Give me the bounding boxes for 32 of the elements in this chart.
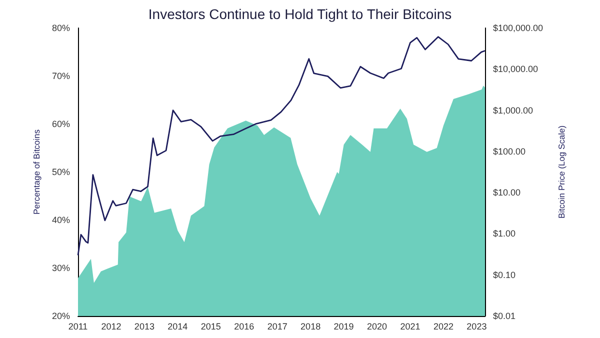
x-tick-label: 2019 <box>334 322 354 332</box>
chart-title: Investors Continue to Hold Tight to Their Bitcoins <box>148 6 452 22</box>
y-tick-label: 40% <box>52 215 70 225</box>
y2-tick-label: $10.00 <box>493 188 521 198</box>
y-tick-label: 50% <box>52 167 70 177</box>
x-tick-label: 2012 <box>101 322 122 332</box>
x-tick-label: 2013 <box>134 322 154 332</box>
y-tick-label: 70% <box>52 71 70 81</box>
x-tick-label: 2018 <box>300 322 321 332</box>
x-tick-label: 2021 <box>400 322 420 332</box>
y2-tick-label: $10,000.00 <box>493 64 538 74</box>
y-tick-label: 80% <box>52 23 70 33</box>
y-tick-label: 30% <box>52 263 70 273</box>
y-tick-label: 20% <box>52 311 70 321</box>
y2-tick-label: $100,000.00 <box>493 23 544 33</box>
y2-tick-label: $100.00 <box>493 146 526 156</box>
y2-tick-label: $1,000.00 <box>493 105 534 116</box>
y-tick-label: 60% <box>52 119 70 129</box>
x-tick-label: 2022 <box>433 322 454 332</box>
y2-tick-label: $1.00 <box>493 228 516 239</box>
x-tick-label: 2016 <box>234 322 254 332</box>
x-tick-label: 2011 <box>68 322 88 332</box>
x-tick-label: 2023 <box>466 322 487 332</box>
x-tick-label: 2014 <box>168 322 188 332</box>
x-tick-label: 2017 <box>267 322 288 332</box>
x-tick-label: 2015 <box>200 322 221 332</box>
y2-tick-label: $0.01 <box>493 311 516 321</box>
y2-tick-label: $0.10 <box>493 270 516 280</box>
y-axis-title: Percentage of Bitcoins <box>32 129 42 215</box>
x-tick-label: 2020 <box>367 322 388 332</box>
y2-axis-title: Bitcoin Price (Log Scale) <box>556 125 566 219</box>
line-series <box>77 36 486 256</box>
